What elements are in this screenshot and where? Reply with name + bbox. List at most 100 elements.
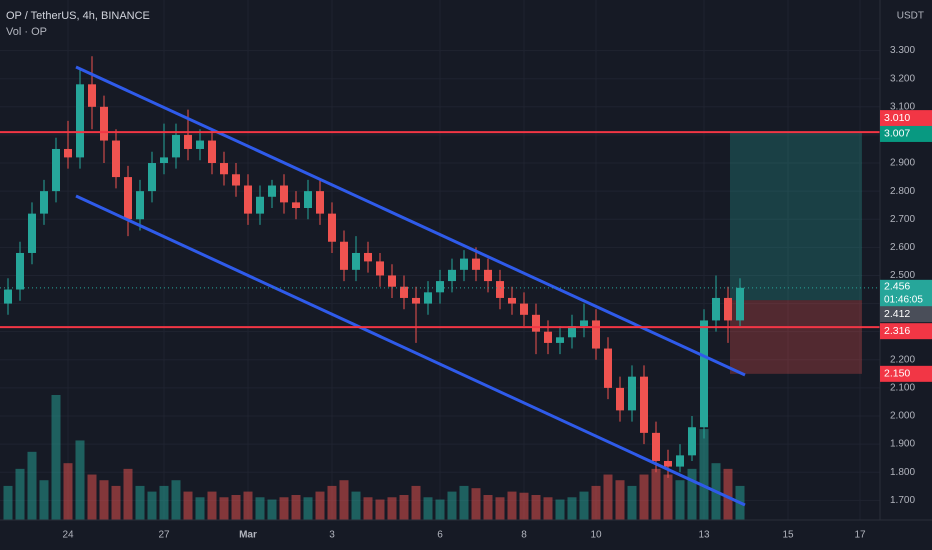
y-tick-label: 3.300 (890, 45, 915, 56)
volume-bar (75, 440, 85, 520)
volume-bar (495, 497, 505, 520)
volume-bar (243, 491, 253, 520)
x-tick-label: 3 (329, 530, 335, 541)
volume-bar (579, 491, 589, 520)
entry-tag-bg (880, 306, 932, 323)
x-tick-label: 17 (854, 530, 866, 541)
volume-bar (315, 491, 325, 520)
candle-body (196, 140, 204, 149)
volume-bar (663, 474, 673, 520)
volume-bar (99, 480, 109, 520)
candle-body (472, 258, 480, 270)
candle-body (232, 174, 240, 186)
y-tick-label: 2.000 (890, 411, 915, 422)
x-tick-label: 8 (521, 530, 527, 541)
candle-body (40, 191, 48, 214)
candle-body (448, 269, 456, 282)
candle-body (556, 337, 564, 343)
candle-body (736, 287, 744, 321)
candle-body (304, 191, 312, 208)
candle-body (340, 241, 348, 270)
volume-bar (471, 488, 481, 520)
candle-body (352, 252, 360, 270)
volume-bar (435, 499, 445, 520)
volume-bar (291, 495, 301, 520)
volume-bar (183, 491, 193, 520)
stop-zone (730, 300, 862, 374)
volume-bar (603, 474, 613, 520)
candle-body (88, 84, 96, 107)
volume-bar (87, 474, 97, 520)
volume-bar (423, 497, 433, 520)
candle-body (688, 427, 696, 456)
chart-title: OP / TetherUS, 4h, BINANCE (6, 10, 150, 22)
volume-bar (351, 491, 361, 520)
volume-bar (627, 485, 637, 520)
volume-bar (231, 495, 241, 520)
volume-bar (699, 429, 709, 520)
candle-body (388, 275, 396, 287)
volume-bar (363, 497, 373, 520)
y-tick-label: 2.900 (890, 158, 915, 169)
x-tick-label: Mar (239, 530, 257, 541)
volume-bar (147, 491, 157, 520)
y-axis-label: USDT (897, 11, 924, 22)
level-tag-bg (880, 110, 932, 127)
y-tick-label: 1.700 (890, 495, 915, 506)
target-tag: 3.007 (884, 128, 910, 140)
volume-bar (267, 499, 277, 520)
stop-tag: 2.150 (884, 368, 910, 380)
candle-body (160, 157, 168, 164)
candle-body (508, 297, 516, 304)
candle-body (532, 314, 540, 332)
candle-body (100, 106, 108, 141)
volume-bar (615, 480, 625, 520)
x-tick-label: 6 (437, 530, 443, 541)
candle-body (64, 148, 72, 158)
candle-body (724, 297, 732, 321)
candle-body (148, 163, 156, 192)
level-tag: 3.010 (884, 112, 910, 124)
candle-body (16, 252, 24, 290)
volume-bar (531, 495, 541, 520)
volume-bar (675, 480, 685, 520)
x-tick-label: 24 (62, 530, 74, 541)
volume-bar (555, 499, 565, 520)
volume-bar (483, 495, 493, 520)
candle-body (280, 185, 288, 203)
volume-bar (327, 485, 337, 520)
candle-body (652, 432, 660, 461)
volume-bar (207, 491, 217, 520)
target-zone (730, 132, 862, 301)
candle-body (136, 191, 144, 220)
overlays (0, 131, 880, 329)
axes: 3.3003.2003.1003.0002.9002.8002.7002.600… (62, 45, 932, 541)
candle-body (484, 269, 492, 282)
x-tick-label: 13 (698, 530, 710, 541)
volume-bar (51, 395, 61, 520)
volume-bar (3, 485, 13, 520)
candle-body (664, 460, 672, 467)
volume-bar (255, 497, 265, 520)
volume-bar (399, 495, 409, 520)
y-tick-label: 3.100 (890, 101, 915, 112)
candle-body (520, 303, 528, 315)
volume-bar (591, 485, 601, 520)
last-price-tag-bg (880, 279, 932, 308)
position-box (730, 132, 862, 374)
volume-bar (519, 492, 529, 520)
candle-body (292, 202, 300, 208)
candle-body (52, 148, 60, 192)
level-tag: 2.316 (884, 325, 910, 337)
volume-bar (195, 497, 205, 520)
candle-body (76, 84, 84, 158)
volume-bar (279, 497, 289, 520)
volume-bar (39, 480, 49, 520)
volume-bar (567, 497, 577, 520)
candle-body (412, 297, 420, 304)
candle-body (124, 177, 132, 220)
last-price-tag: 2.456 (884, 281, 910, 293)
channel-upper (75, 65, 746, 377)
